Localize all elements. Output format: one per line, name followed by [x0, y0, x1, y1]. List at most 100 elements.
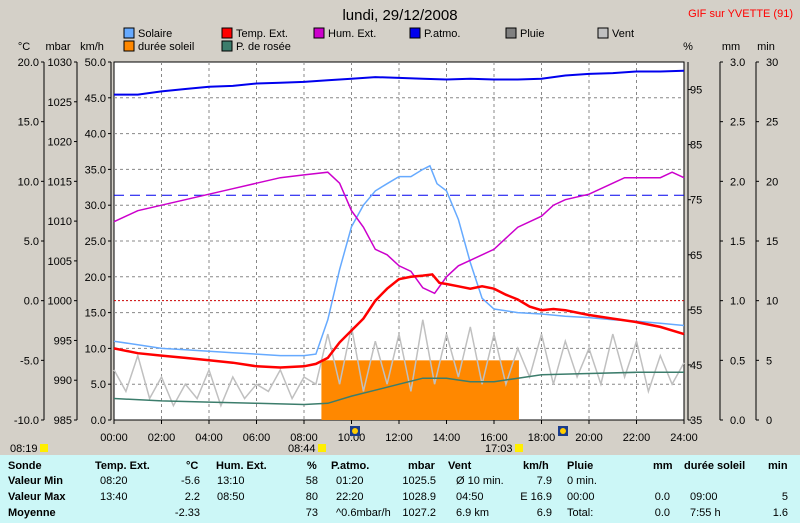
axis-tick-label: 0 — [766, 415, 772, 427]
series-line-p-atmo- — [114, 69, 685, 96]
table-cell-p_time: 22:20 — [336, 491, 364, 503]
table-cell-label: Valeur Min — [8, 475, 64, 487]
axis-tick-label: 15.0 — [85, 308, 106, 320]
legend-swatch — [123, 40, 135, 52]
axis-tick-label: 15 — [766, 236, 778, 248]
axis-units: °C mbar km/h% mm min — [18, 41, 775, 53]
series-lines — [113, 69, 685, 408]
axis-unit: mm — [722, 41, 740, 53]
axis-tick-label: 20 — [766, 176, 778, 188]
axis-tick-label: 55 — [690, 305, 702, 317]
axis-tick-label: 95 — [690, 85, 702, 97]
x-tick-label: 08:00 — [290, 432, 318, 444]
legend: Solaire Temp. Ext. Hum. Ext. P.atmo. Pluie Ve… — [123, 27, 634, 53]
header-temp: Temp. Ext. — [95, 460, 150, 472]
table-cell-w_val: 6.9 — [536, 507, 552, 519]
header-press: P.atmo. — [331, 460, 370, 472]
axis-tick-label: 30.0 — [85, 200, 106, 212]
axis-tick-label: -5.0 — [20, 355, 39, 367]
legend-swatch — [597, 27, 609, 39]
table-cell-label: Valeur Max — [8, 491, 66, 503]
sunrise-label-marker — [318, 444, 326, 452]
header-wind-unit: km/h — [523, 460, 549, 472]
axis-tick-label: 65 — [690, 250, 702, 262]
table-cell-p_val: 1027.2 — [402, 507, 436, 519]
table-cell-t_time: 13:40 — [100, 491, 128, 503]
station-name: GIF sur YVETTE (91) — [688, 8, 793, 20]
table-cell-s_val: 5 — [781, 491, 788, 503]
axis-tick-label: 1020 — [48, 137, 72, 149]
table-cell-w_time: 6.9 km — [456, 507, 490, 519]
legend-label: Temp. Ext. — [236, 28, 288, 40]
legend-swatch — [123, 27, 135, 39]
axis-tick-label: 2.0 — [730, 176, 745, 188]
axis-tick-label: 2.5 — [730, 117, 745, 129]
chart-title: lundi, 29/12/2008 — [342, 7, 457, 24]
axis-unit: min — [757, 41, 775, 53]
axis-tick-label: 3.0 — [730, 57, 745, 69]
axis-tick-label: -10.0 — [14, 415, 39, 427]
axis-tick-label: 0.0 — [24, 296, 39, 308]
weather-chart: lundi, 29/12/2008 GIF sur YVETTE (91) So… — [10, 7, 793, 455]
axis-tick-label: 35.0 — [85, 164, 106, 176]
series-line-solaire — [113, 164, 685, 357]
x-tick-label: 00:00 — [100, 432, 128, 444]
axis-tick-label: 30 — [766, 57, 778, 69]
grid — [114, 62, 684, 420]
x-axis-labels: 00:00 02:00 04:00 06:00 08:00 10:00 12:00 14:00… — [100, 420, 698, 444]
sunset-label: 17:03 — [485, 443, 513, 455]
legend-swatch — [221, 27, 233, 39]
summary-table: Sonde Temp. Ext. °C Hum. Ext. % P.atmo. … — [0, 455, 800, 523]
axis-tick-label: 10.0 — [85, 343, 106, 355]
axis-tick-label: 40.0 — [85, 129, 106, 141]
axis-tick-label: 1010 — [48, 216, 72, 228]
axis-tick-label: 990 — [54, 375, 72, 387]
first-time-marker — [40, 444, 48, 452]
header-temp-unit: °C — [186, 460, 199, 472]
axis-tick-label: 10.0 — [18, 176, 39, 188]
header-rain-unit: mm — [653, 460, 673, 472]
sunrise-marker — [350, 426, 360, 436]
table-cell-r_val: 0.0 — [654, 491, 670, 503]
axis-unit: % — [683, 41, 693, 53]
series-line-p-de-ros-e — [113, 371, 684, 406]
table-cell-s_val: 1.6 — [772, 507, 788, 519]
axis-tick-label: 1.5 — [730, 236, 745, 248]
axis-tick-label: 1005 — [48, 256, 72, 268]
axes: 20.015.010.05.00.0-5.0-10.01030102510201… — [14, 57, 778, 427]
table-cell-t_time: 08:20 — [100, 475, 128, 487]
axis-tick-label: 995 — [54, 335, 72, 347]
axis-tick-label: 20.0 — [18, 57, 39, 69]
axis-unit: km/h — [80, 41, 104, 53]
axis-tick-label: 1.0 — [730, 296, 745, 308]
table-cell-t_val: 2.2 — [184, 491, 200, 503]
axis-tick-label: 25.0 — [85, 236, 106, 248]
sunset-marker — [558, 426, 568, 436]
axis-tick-label: 25 — [766, 117, 778, 129]
header-sonde: Sonde — [8, 460, 42, 472]
axis-tick-label: 35 — [690, 415, 702, 427]
axis-tick-label: 1015 — [48, 176, 72, 188]
legend-swatch — [505, 27, 517, 39]
x-tick-label: 22:00 — [623, 432, 651, 444]
axis-tick-label: 985 — [54, 415, 72, 427]
sun-duration-bar — [321, 360, 519, 420]
table-cell-s_time: 09:00 — [690, 491, 718, 503]
header-sun: durée soleil — [684, 460, 746, 472]
sun-duration-bars — [321, 360, 519, 420]
legend-label: P. de rosée — [236, 41, 291, 53]
table-cell-r_val: 0.0 — [654, 507, 670, 519]
series-line-hum-ext- — [113, 171, 685, 295]
x-tick-label: 16:00 — [480, 432, 508, 444]
axis-unit: mbar — [45, 41, 70, 53]
x-tick-label: 14:00 — [433, 432, 461, 444]
legend-label: durée soleil — [138, 41, 194, 53]
axis-tick-label: 50.0 — [85, 57, 106, 69]
table-cell-r_time: Total: — [567, 507, 594, 519]
axis-tick-label: 5.0 — [91, 379, 106, 391]
table-cell-t_val: -2.33 — [174, 507, 200, 519]
table-cell-h_val: 73 — [305, 507, 318, 519]
x-tick-label: 24:00 — [670, 432, 698, 444]
axis-tick-label: 5 — [766, 355, 772, 367]
header-sun-unit: min — [768, 460, 788, 472]
